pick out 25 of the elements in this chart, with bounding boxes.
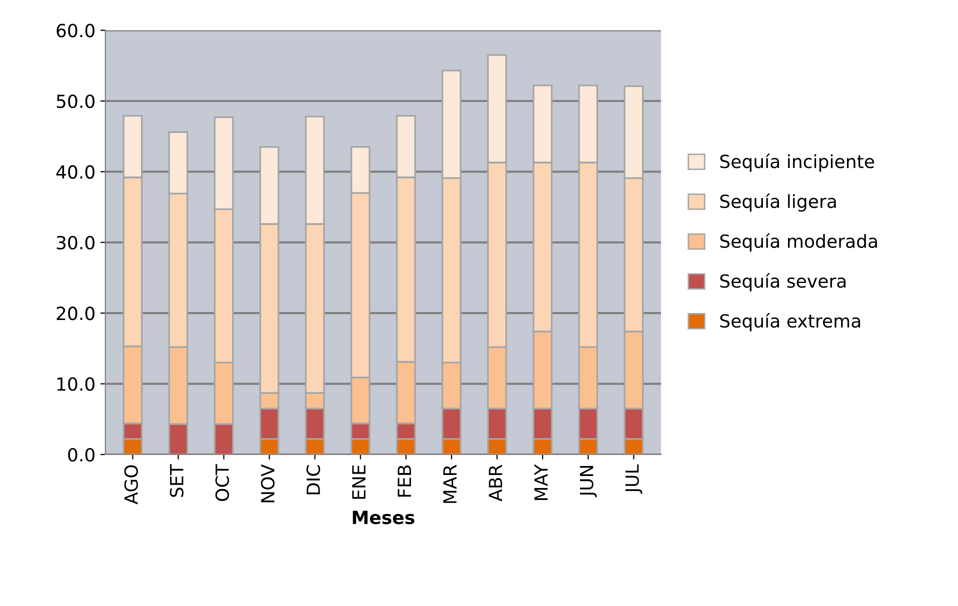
x-tick-label: MAY [534,464,548,500]
x-tick-label: FEB [398,466,411,497]
legend-label: Sequía extrema [720,313,860,332]
y-tick-label: 20.0 [56,306,94,320]
y-tick-label: 60.0 [56,24,94,38]
legend-label: Sequía incipiente [720,154,874,172]
x-tick-label: MAR [443,464,456,503]
y-tick-label: 30.0 [56,236,94,250]
legend-label: Sequía ligera [720,193,836,212]
x-tick-label: JUN [580,466,597,498]
legend-label: Sequía moderada [720,233,877,252]
y-tick-label: 10.0 [57,377,94,391]
x-axis-title: Meses [352,510,414,524]
x-tick-label: AGO [124,465,138,504]
x-tick-label: ABR [488,464,502,502]
x-tick-label: ENE [352,465,366,499]
y-tick-label: 40.0 [56,165,94,179]
x-tick-label: OCT [215,464,230,502]
y-tick-label: 50.0 [56,94,94,108]
x-tick-label: NOV [260,464,275,502]
y-tick-label: 0.0 [68,448,94,462]
legend-label: Sequía severa [720,273,846,292]
x-tick-label: DIC [306,465,320,494]
x-tick-label: SET [170,464,184,497]
x-tick-label: JUL [626,464,642,494]
